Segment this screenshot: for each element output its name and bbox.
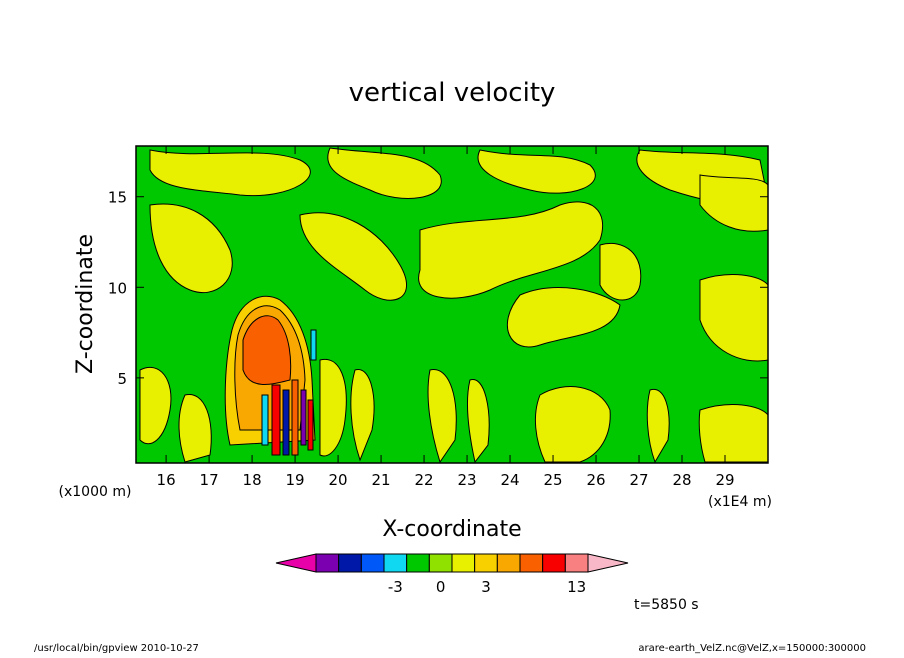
colorbar-label: -3 <box>388 578 403 596</box>
time-annotation: t=5850 s <box>634 597 699 613</box>
y-tick-label: 15 <box>108 189 127 207</box>
colorbar-segment <box>383 553 408 573</box>
y-axis-label: Z-coordinate <box>73 234 98 374</box>
colorbar-segment <box>338 553 362 573</box>
colorbar-segment <box>542 553 566 573</box>
colorbar-label: 0 <box>436 578 446 596</box>
colorbar-segment <box>451 553 476 573</box>
x-tick-label: 24 <box>500 471 519 489</box>
x-tick-label: 29 <box>715 471 734 489</box>
colorbar-segment <box>564 553 589 573</box>
y-tick-label: 10 <box>108 279 127 297</box>
updraft-cell <box>224 295 316 446</box>
colorbar: -3 0 3 13 <box>275 553 629 596</box>
x-tick-label: 21 <box>372 471 391 489</box>
colorbar-high-extend <box>587 553 629 573</box>
x-tick-label: 22 <box>415 471 434 489</box>
x-tick-label: 28 <box>672 471 691 489</box>
x-tick-label: 19 <box>286 471 305 489</box>
y-tick-label: 5 <box>117 370 127 388</box>
colorbar-label: 3 <box>481 578 491 596</box>
weak-updraft-regions <box>139 147 768 463</box>
colorbar-segment <box>519 553 544 573</box>
x-unit-label: (x1E4 m) <box>708 494 772 510</box>
footer-right: arare-earth_VelZ.nc@VelZ,x=150000:300000 <box>638 643 866 654</box>
x-tick-label: 26 <box>586 471 605 489</box>
y-axis: 5 10 15 <box>108 189 768 388</box>
x-tick-label: 27 <box>629 471 648 489</box>
x-tick-label: 18 <box>243 471 262 489</box>
colorbar-segment <box>474 553 498 573</box>
x-axis-label: X-coordinate <box>382 517 521 542</box>
y-unit-label: (x1000 m) <box>59 484 132 500</box>
colorbar-segment <box>428 553 453 573</box>
x-tick-label: 16 <box>157 471 176 489</box>
plot-area <box>136 146 768 463</box>
x-axis: 16 17 18 19 20 21 22 23 24 25 26 27 28 29 <box>157 146 735 489</box>
plot-frame <box>135 145 769 464</box>
x-tick-label: 23 <box>458 471 477 489</box>
x-tick-label: 20 <box>329 471 348 489</box>
footer-left: /usr/local/bin/gpview 2010-10-27 <box>34 643 199 654</box>
colorbar-segment <box>406 553 430 573</box>
colorbar-segment <box>496 553 521 573</box>
colorbar-label: 13 <box>567 578 586 596</box>
colorbar-segment <box>360 553 385 573</box>
chart-title: vertical velocity <box>349 78 556 108</box>
colorbar-low-extend <box>275 553 317 573</box>
x-tick-label: 25 <box>543 471 562 489</box>
colorbar-segment <box>315 553 340 573</box>
x-tick-label: 17 <box>200 471 219 489</box>
